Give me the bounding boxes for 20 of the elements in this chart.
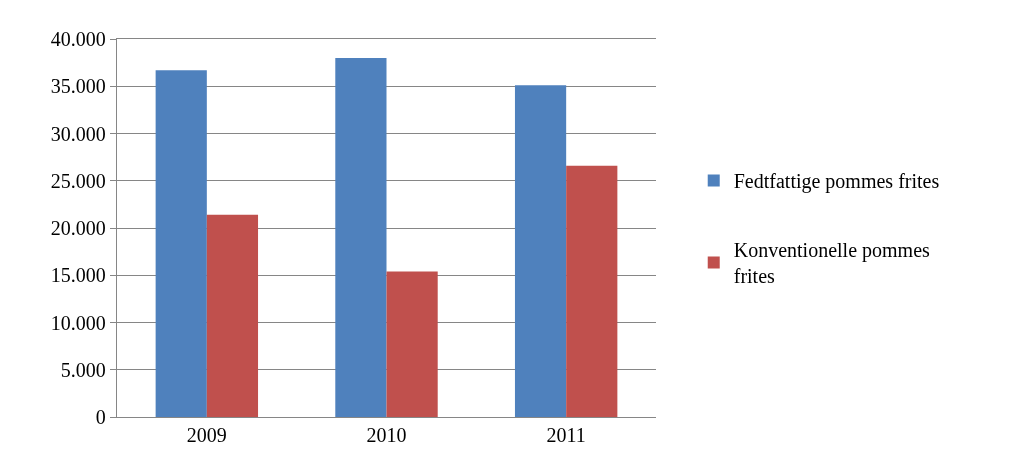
bar: [386, 271, 438, 417]
y-tick-label: 25.000: [50, 169, 106, 192]
bar: [335, 57, 387, 417]
x-tick-label: 2011: [546, 424, 586, 447]
bar: [514, 85, 567, 417]
legend-label: Konventionelle pommes frites: [733, 239, 931, 288]
y-tick-label: 30.000: [50, 122, 106, 145]
bar: [566, 165, 618, 417]
y-tick-label: 20.000: [50, 217, 106, 239]
y-tick-label: 0: [95, 406, 106, 428]
bar: [155, 70, 207, 417]
x-tick-label: 2009: [186, 424, 227, 447]
legend-label: Fedtfattige pommes frites: [733, 170, 940, 194]
y-tick-label: 35.000: [50, 75, 106, 98]
x-tick-label: 2010: [366, 424, 407, 447]
y-tick-label: 5.000: [60, 358, 106, 381]
y-tick-label: 10.000: [50, 311, 106, 334]
bar: [206, 214, 259, 417]
y-tick-label: 40.000: [50, 28, 106, 50]
y-tick-label: 15.000: [50, 264, 106, 287]
